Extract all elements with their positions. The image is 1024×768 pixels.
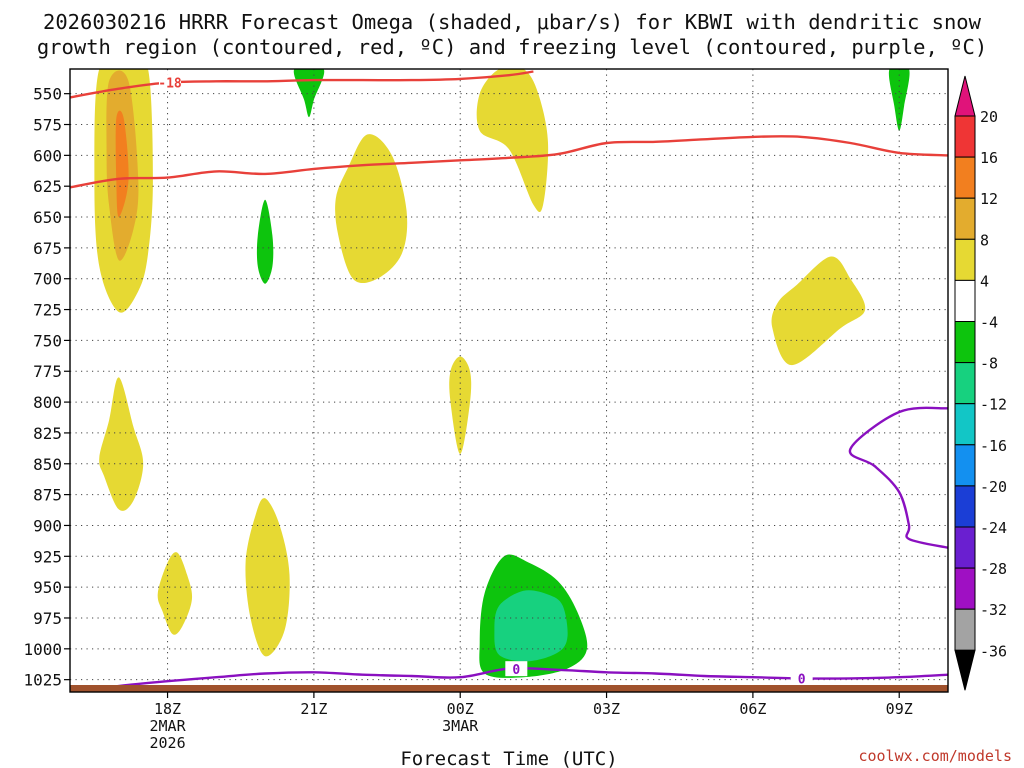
y-tick-label-850: 850 (33, 455, 62, 474)
colorbar-label-4: 4 (980, 272, 989, 290)
y-tick-label-950: 950 (33, 578, 62, 597)
colorbar-label-5: -4 (980, 314, 998, 332)
omega-region-positive-950-18z (157, 552, 193, 635)
chart-title-line2: growth region (contoured, red, ºC) and f… (37, 35, 987, 59)
x-tick-label-24-1: 3MAR (442, 717, 479, 735)
omega-region-positive-575-02z (476, 69, 549, 213)
colorbar-bin-11 (954, 567, 976, 610)
y-tick-label-875: 875 (33, 486, 62, 505)
y-tick-label-675: 675 (33, 239, 62, 258)
colorbar-bin-6 (954, 362, 976, 405)
omega-colorbar: 20 16 12 8 4 -4 -8 -12 -16 -20 -24 -28 -32 -36 (954, 75, 1007, 691)
freezing-contour-label-2-bg (790, 670, 813, 686)
x-tick-label-18-2: 2026 (149, 734, 185, 752)
colorbar-label-2: 12 (980, 190, 998, 208)
colorbar-bin-9 (954, 485, 976, 528)
dendritic-contour-upper (70, 70, 534, 99)
y-axis-ticks: 550 575 600 625 650 675 700 725 750 775 800 825 850 8… (23, 85, 70, 690)
colorbar-bin-5 (954, 321, 976, 364)
omega-region-positive-725-07z (771, 256, 866, 366)
y-tick-label-550: 550 (33, 85, 62, 104)
colorbar-label-6: -8 (980, 355, 998, 373)
colorbar-label-3: 8 (980, 231, 989, 249)
y-tick-label-1025: 1025 (23, 671, 62, 690)
colorbar-label-0: 20 (980, 108, 998, 126)
temperature-contours: -18 0 0 (70, 70, 948, 690)
omega-region-positive-950-20z (245, 498, 290, 657)
colorbar-bin-10 (954, 526, 976, 569)
freezing-contour-label-1-bg (505, 661, 528, 677)
colorbar-label-7: -12 (980, 396, 1007, 414)
x-tick-label-24-0: 00Z (447, 700, 474, 718)
colorbar-label-8: -16 (980, 437, 1007, 455)
y-tick-label-925: 925 (33, 547, 62, 566)
surface-band (70, 685, 948, 692)
plot-frame (69, 68, 949, 693)
colorbar-bin-4 (954, 279, 976, 322)
omega-region-negative-550-09z (888, 69, 910, 131)
colorbar-label-9: -20 (980, 478, 1007, 496)
colorbar-label-11: -28 (980, 560, 1007, 578)
y-tick-label-650: 650 (33, 208, 62, 227)
omega-region-positive-650-22z (335, 134, 408, 284)
y-tick-label-900: 900 (33, 516, 62, 535)
y-tick-label-575: 575 (33, 116, 62, 135)
y-tick-label-800: 800 (33, 393, 62, 412)
colorbar-bin-7 (954, 403, 976, 446)
x-tick-label-18-1: 2MAR (149, 717, 186, 735)
colorbar-label-12: -32 (980, 601, 1007, 619)
y-tick-label-700: 700 (33, 270, 62, 289)
omega-region-positive-800-18z (99, 377, 144, 511)
colorbar-top-arrow (954, 75, 976, 117)
x-tick-label-21-0: 21Z (300, 700, 327, 718)
y-tick-label-625: 625 (33, 177, 62, 196)
freezing-contour-label-2: 0 (798, 672, 806, 687)
freezing-contour-aloft (848, 406, 948, 549)
x-axis-label: Forecast Time (UTC) (400, 748, 617, 768)
omega-region-negative-675-20z (256, 199, 274, 284)
colorbar-bin-2 (954, 197, 976, 240)
omega-region-negative-8-12-975-01z (494, 590, 568, 662)
colorbar-bin-8 (954, 444, 976, 487)
colorbar-label-13: -36 (980, 642, 1007, 660)
colorbar-bin-12 (954, 608, 976, 651)
colorbar-label-10: -24 (980, 519, 1007, 537)
freezing-contour-label-1: 0 (512, 663, 520, 678)
x-tick-label-30-0: 06Z (739, 700, 766, 718)
colorbar-bottom-arrow (954, 649, 976, 691)
dendritic-contour-label-bg (158, 74, 181, 90)
chart-title-line1: 2026030216 HRRR Forecast Omega (shaded, … (43, 10, 982, 34)
x-tick-label-27-0: 03Z (593, 700, 620, 718)
plot-grid (70, 69, 948, 692)
credit-text: coolwx.com/models (858, 747, 1012, 765)
colorbar-bin-3 (954, 238, 976, 281)
omega-shaded-regions (94, 69, 910, 678)
y-tick-label-725: 725 (33, 301, 62, 320)
y-tick-label-825: 825 (33, 424, 62, 443)
y-tick-label-775: 775 (33, 362, 62, 381)
dendritic-contour-label: -18 (158, 77, 182, 92)
y-tick-label-750: 750 (33, 331, 62, 350)
x-tick-label-18-0: 18Z (154, 700, 181, 718)
omega-region-positive-12-16-col-18z (115, 110, 129, 217)
colorbar-label-1: 16 (980, 149, 998, 167)
dendritic-contour-lower (70, 135, 948, 189)
colorbar-bin-1 (954, 156, 976, 199)
colorbar-bin-0 (954, 115, 976, 158)
y-tick-label-975: 975 (33, 609, 62, 628)
y-tick-label-600: 600 (33, 146, 62, 165)
y-tick-label-1000: 1000 (23, 640, 62, 659)
x-tick-label-33-0: 09Z (886, 700, 913, 718)
